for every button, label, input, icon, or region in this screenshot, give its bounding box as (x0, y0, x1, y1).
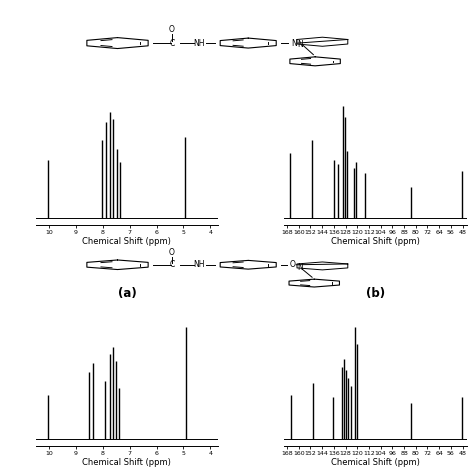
Text: (a): (a) (118, 287, 137, 300)
X-axis label: Chemical Shift (ppm): Chemical Shift (ppm) (331, 236, 420, 245)
X-axis label: Chemical Shift (ppm): Chemical Shift (ppm) (82, 458, 172, 467)
Text: N: N (297, 40, 303, 49)
Text: O: O (169, 248, 175, 257)
Text: C: C (169, 260, 174, 269)
Text: O: O (290, 260, 295, 269)
Text: N: N (297, 263, 303, 272)
Text: O: O (169, 25, 175, 34)
Text: NH: NH (193, 39, 204, 48)
Text: NH: NH (193, 260, 204, 269)
Text: C: C (169, 39, 174, 48)
X-axis label: Chemical Shift (ppm): Chemical Shift (ppm) (331, 458, 420, 467)
Text: N: N (291, 39, 297, 48)
X-axis label: Chemical Shift (ppm): Chemical Shift (ppm) (82, 236, 172, 245)
Text: (b): (b) (366, 287, 385, 300)
